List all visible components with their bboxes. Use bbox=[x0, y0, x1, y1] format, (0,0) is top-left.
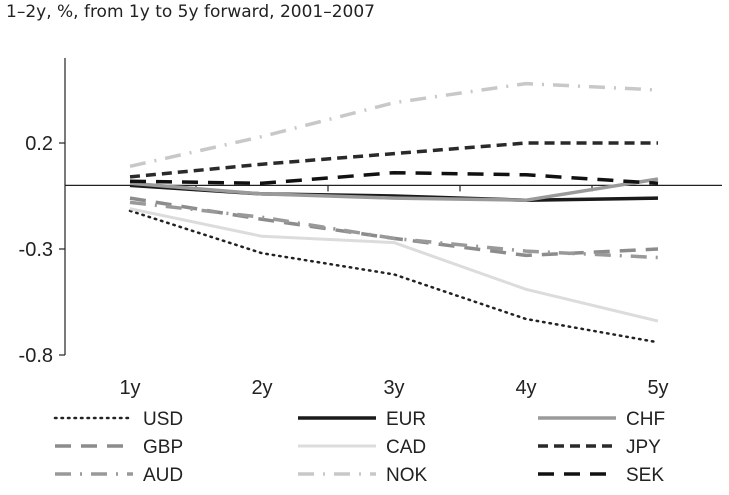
legend-label: CHF bbox=[626, 409, 665, 430]
legend-item-gbp: GBP bbox=[55, 437, 183, 458]
legend-item-cad: CAD bbox=[298, 437, 426, 458]
legend-item-chf: CHF bbox=[538, 409, 665, 430]
legend-label: GBP bbox=[143, 437, 183, 458]
series-line-jpy bbox=[129, 141, 658, 179]
y-tick-label: 0.2 bbox=[25, 133, 53, 155]
legend-label: CAD bbox=[386, 437, 426, 458]
y-tick-label: -0.8 bbox=[19, 345, 53, 367]
tick-labels: 0.2 -0.3 -0.8 1y 2y 3y 4y 5y bbox=[19, 133, 669, 399]
legend-item-aud: AUD bbox=[55, 465, 183, 486]
legend-label: JPY bbox=[626, 437, 661, 458]
legend-item-eur: EUR bbox=[298, 409, 426, 430]
x-tick-label: 3y bbox=[383, 377, 404, 399]
legend-label: EUR bbox=[386, 409, 426, 430]
x-tick-label: 1y bbox=[119, 377, 140, 399]
chart-subtitle: 1–2y, %, from 1y to 5y forward, 2001–200… bbox=[6, 2, 375, 22]
x-tick-label: 4y bbox=[515, 377, 536, 399]
legend-item-sek: SEK bbox=[538, 465, 664, 486]
series-line-aud bbox=[129, 200, 659, 260]
legend-label: AUD bbox=[143, 465, 183, 486]
series-line-cad bbox=[129, 207, 659, 323]
x-tick-label: 2y bbox=[251, 377, 272, 399]
series-line-sek bbox=[129, 170, 659, 186]
legend-label: SEK bbox=[626, 465, 664, 486]
legend: USD EUR CHF GBP CAD JPY AUD NOK SEK bbox=[53, 409, 665, 486]
axes bbox=[59, 58, 722, 356]
legend-label: USD bbox=[143, 409, 183, 430]
legend-item-jpy: JPY bbox=[538, 437, 661, 458]
legend-label: NOK bbox=[386, 465, 428, 486]
series-layer bbox=[128, 81, 660, 344]
y-tick-label: -0.3 bbox=[19, 239, 53, 261]
x-tick-label: 5y bbox=[647, 377, 668, 399]
series-line-usd bbox=[128, 209, 660, 344]
legend-item-nok: NOK bbox=[298, 465, 428, 486]
legend-item-usd: USD bbox=[53, 409, 183, 430]
series-line-chf bbox=[129, 177, 659, 202]
